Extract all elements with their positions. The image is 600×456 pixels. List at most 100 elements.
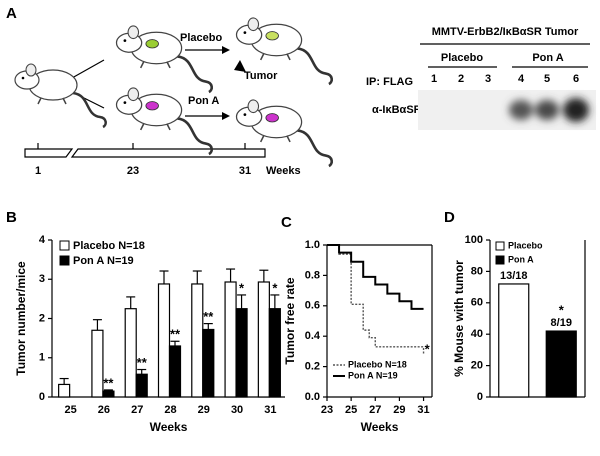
- y-tick-label: 1.0: [305, 239, 320, 251]
- mouse-ear: [247, 17, 260, 32]
- x-tick-label: 25: [345, 404, 357, 416]
- x-tick-label: 30: [231, 404, 243, 416]
- bar: [235, 308, 248, 398]
- bar: [257, 281, 270, 398]
- bar: [545, 330, 577, 398]
- y-tick-label: 0.8: [305, 269, 320, 281]
- tumor-spot: [265, 113, 279, 123]
- mouse: [14, 63, 107, 129]
- legend-swatch: [495, 255, 505, 265]
- mouse-eye: [243, 31, 247, 35]
- bar: [498, 283, 530, 398]
- legend-label: Placebo: [508, 240, 543, 250]
- mouse-tail: [297, 47, 333, 86]
- lane-label: 4: [518, 73, 525, 85]
- x-tick-label: 31: [417, 404, 429, 416]
- value-label: 13/18: [500, 270, 528, 282]
- x-tick-label: 23: [321, 404, 333, 416]
- significance: **: [170, 327, 181, 342]
- y-tick-label: 0: [477, 391, 483, 403]
- y-tick-label: 0.4: [305, 330, 321, 342]
- tumor-label: Tumor: [244, 70, 278, 82]
- bar: [202, 328, 215, 398]
- mouse-tail: [297, 129, 333, 168]
- mouse-legs: [139, 123, 171, 131]
- row-label: IP: FLAG: [366, 76, 413, 88]
- arm-label: Placebo: [180, 32, 222, 44]
- bar: [224, 281, 237, 398]
- lane-label: 3: [485, 73, 491, 85]
- legend-swatch: [495, 241, 505, 251]
- mouse-tail: [177, 117, 213, 156]
- significance: **: [137, 355, 148, 370]
- bar: [135, 373, 148, 398]
- significance: **: [103, 375, 114, 390]
- x-tick-label: 26: [98, 404, 110, 416]
- mouse: [115, 87, 213, 156]
- value-label: 8/19: [551, 317, 572, 329]
- mouse-ear: [247, 99, 260, 114]
- legend-label: Placebo N=18: [73, 240, 145, 252]
- y-tick-label: 100: [465, 234, 483, 246]
- panel-label: B: [6, 209, 17, 226]
- significance: *: [239, 280, 245, 295]
- tumor-spot: [145, 101, 159, 111]
- legend-label: Pon A N=19: [73, 255, 134, 267]
- y-axis-label: Tumor number/mice: [14, 261, 28, 376]
- mouse-tail: [177, 55, 213, 94]
- timeline-label: 1: [35, 165, 41, 177]
- y-tick-label: 0.6: [305, 300, 320, 312]
- legend-label: Pon A: [508, 254, 534, 264]
- mouse-legs: [259, 135, 291, 143]
- lane-label: 5: [544, 73, 550, 85]
- legend-swatch: [59, 255, 70, 266]
- mouse-legs: [259, 53, 291, 61]
- mouse: [115, 25, 213, 94]
- mouse-ear: [127, 87, 140, 102]
- bar: [91, 329, 104, 398]
- lane-label: 6: [573, 73, 579, 85]
- survival-curve: [327, 244, 425, 355]
- blot-bands: [509, 98, 589, 122]
- band: [509, 100, 533, 120]
- lane-label: 2: [458, 73, 464, 85]
- band: [563, 98, 589, 122]
- arm-label: Pon A: [188, 95, 219, 107]
- bar: [124, 308, 137, 398]
- mouse-legs: [37, 97, 67, 105]
- tumor-pointer: [234, 60, 246, 72]
- timeline-label: 23: [127, 165, 139, 177]
- group-label: Pon A: [532, 52, 563, 64]
- legend-swatch: [59, 240, 70, 251]
- mouse-ear: [127, 25, 140, 40]
- mouse-ear: [25, 63, 37, 77]
- group-label: Placebo: [441, 52, 483, 64]
- timeline-label: 31: [239, 165, 251, 177]
- y-axis-label: % Mouse with tumor: [452, 260, 466, 377]
- y-tick-label: 4: [39, 234, 46, 246]
- bar: [157, 283, 171, 398]
- legend-label: Placebo N=18: [348, 359, 407, 369]
- x-tick-label: 28: [164, 404, 176, 416]
- y-tick-label: 2: [39, 312, 45, 324]
- significance: *: [272, 280, 278, 295]
- panel-label: C: [281, 214, 292, 231]
- mouse-eye: [243, 113, 247, 117]
- y-tick-label: 3: [39, 273, 45, 285]
- tumor-spot: [265, 31, 279, 41]
- x-tick-label: 29: [393, 404, 405, 416]
- mouse-eye: [123, 39, 127, 43]
- mouse: [235, 99, 333, 168]
- mouse-eye: [21, 76, 25, 80]
- tumor-spot: [145, 39, 159, 49]
- x-tick-label: 25: [65, 404, 77, 416]
- significance: *: [425, 341, 431, 356]
- y-axis-label: Tumor free rate: [283, 277, 297, 364]
- arrow-head: [222, 46, 230, 54]
- band: [535, 100, 559, 120]
- bar: [58, 383, 71, 398]
- x-axis-label: Weeks: [361, 420, 399, 434]
- y-tick-label: 20: [471, 360, 483, 372]
- y-tick-label: 40: [471, 328, 483, 340]
